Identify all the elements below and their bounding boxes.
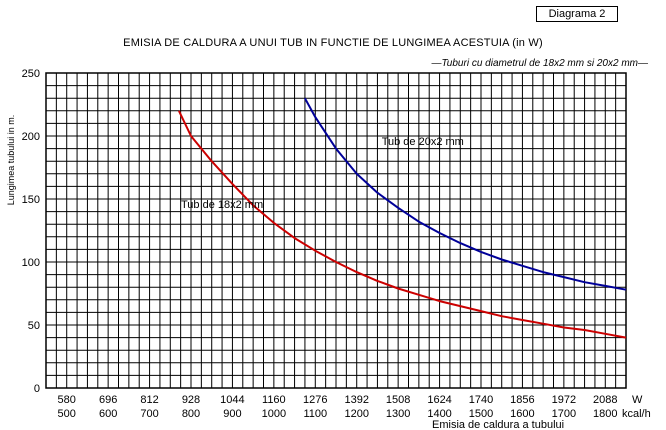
- x-axis-label: Emisia de caldura a tubului: [432, 419, 564, 430]
- y-axis-label: Lungimea tubului in m.: [6, 115, 16, 206]
- y-tick-label: 100: [22, 257, 40, 269]
- plot-frame: [45, 72, 627, 389]
- x-tick-label-w: 1740: [469, 394, 493, 406]
- x-tick-label-kcal: 1600: [510, 408, 534, 420]
- x-tick-label-kcal: 900: [223, 408, 241, 420]
- x-unit-w: W: [632, 394, 643, 406]
- x-tick-label-kcal: 1500: [469, 408, 493, 420]
- x-tick-label-kcal: 1100: [303, 408, 327, 420]
- x-tick-label-w: 580: [58, 394, 76, 406]
- x-tick-label-kcal: 1800: [593, 408, 617, 420]
- diagram-label: Diagrama 2: [536, 6, 618, 22]
- x-tick-label-w: 2088: [593, 394, 617, 406]
- x-tick-label-w: 928: [182, 394, 200, 406]
- x-tick-label-kcal: 800: [182, 408, 200, 420]
- x-tick-label-kcal: 1000: [262, 408, 286, 420]
- chart-subtitle: —Tuburi cu diametrul de 18x2 mm si 20x2 …: [431, 58, 648, 69]
- x-tick-label-w: 1508: [386, 394, 410, 406]
- series-line-1: [177, 110, 627, 339]
- chart-title: EMISIA DE CALDURA A UNUI TUB IN FUNCTIE …: [123, 37, 543, 49]
- x-tick-label-w: 1044: [220, 394, 244, 406]
- x-tick-label-w: 1624: [427, 394, 451, 406]
- x-tick-label-kcal: 1300: [386, 408, 410, 420]
- y-tick-label: 150: [22, 194, 40, 206]
- x-tick-label-w: 1972: [552, 394, 576, 406]
- y-tick-label: 250: [22, 68, 40, 80]
- x-tick-label-kcal: 500: [58, 408, 76, 420]
- x-tick-label-kcal: 1200: [344, 408, 368, 420]
- series-annotation-1: Tub de 18x2 mm: [181, 199, 263, 211]
- x-tick-label-kcal: 1700: [552, 408, 576, 420]
- x-tick-label-w: 1392: [344, 394, 368, 406]
- x-tick-label-w: 696: [99, 394, 117, 406]
- x-tick-label-kcal: 1400: [427, 408, 451, 420]
- x-tick-label-w: 1856: [510, 394, 534, 406]
- x-tick-label-kcal: 700: [140, 408, 158, 420]
- series-annotation-2: Tub de 20x2 mm: [382, 136, 464, 148]
- x-tick-label-w: 812: [140, 394, 158, 406]
- x-tick-label-w: 1160: [262, 394, 286, 406]
- y-tick-label: 0: [34, 383, 40, 395]
- y-tick-label: 200: [22, 131, 40, 143]
- series-line-2: [304, 97, 627, 291]
- x-tick-label-w: 1276: [303, 394, 327, 406]
- x-unit-kcal: kcal/h: [622, 408, 651, 420]
- x-tick-label-kcal: 600: [99, 408, 117, 420]
- y-tick-label: 50: [28, 320, 40, 332]
